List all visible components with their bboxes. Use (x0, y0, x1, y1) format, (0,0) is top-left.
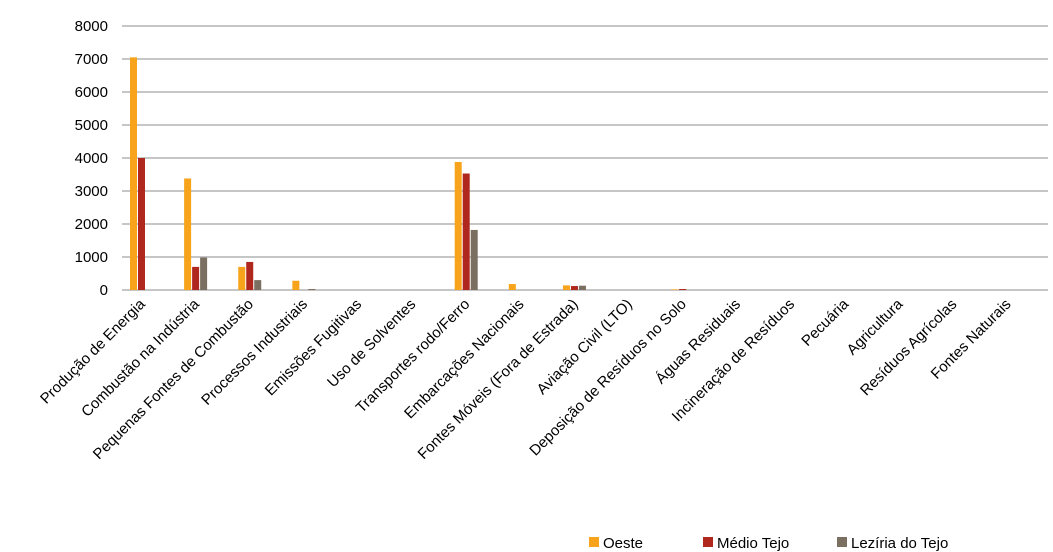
bar (470, 229, 478, 290)
y-tick-label: 1000 (75, 249, 108, 266)
legend-swatch (703, 537, 713, 547)
category-label: Resíduos Agrícolas (857, 296, 960, 399)
series-2 (200, 229, 586, 290)
bar (184, 178, 192, 290)
y-tick-label: 3000 (75, 183, 108, 200)
legend-item: Oeste (589, 535, 643, 552)
bar (578, 285, 586, 290)
bar (679, 289, 687, 290)
y-tick-label: 0 (100, 282, 108, 299)
category-label: Pecuária (798, 295, 852, 349)
bar (238, 266, 246, 290)
legend: Oeste Médio Tejo Lezíria do Tejo (589, 535, 948, 552)
bar (254, 280, 262, 290)
bar (570, 286, 578, 290)
bar (292, 280, 300, 290)
category-label: Processos Industriais (198, 296, 311, 409)
bar (308, 289, 316, 290)
y-tick-label: 8000 (75, 18, 108, 35)
category-label: Emissões Fugitivas (262, 296, 365, 399)
bar (671, 289, 679, 290)
legend-label: Médio Tejo (717, 535, 789, 552)
legend-label: Lezíria do Tejo (851, 535, 948, 552)
y-tick-label: 6000 (75, 84, 108, 101)
y-axis-ticks: 0 1000 2000 3000 4000 5000 6000 7000 8000 (75, 18, 108, 299)
legend-swatch (837, 537, 847, 547)
bar (462, 173, 470, 290)
y-tick-label: 2000 (75, 216, 108, 233)
legend-item: Lezíria do Tejo (837, 535, 948, 552)
y-tick-label: 5000 (75, 117, 108, 134)
bar (138, 158, 145, 290)
series-0 (130, 57, 679, 290)
bar (246, 261, 254, 290)
category-label: Produção de Energia (37, 295, 149, 407)
bar (130, 57, 137, 290)
bars (130, 57, 687, 290)
bar (192, 266, 200, 290)
legend-item: Médio Tejo (703, 535, 789, 552)
gridlines (122, 25, 1048, 291)
category-label: Aviação Civil (LTO) (534, 296, 636, 398)
bar (562, 285, 570, 290)
bar (200, 257, 208, 290)
legend-swatch (589, 537, 599, 547)
bar (454, 161, 462, 290)
legend-label: Oeste (603, 535, 643, 552)
y-tick-label: 4000 (75, 150, 108, 167)
bar (508, 284, 516, 290)
y-tick-label: 7000 (75, 51, 108, 68)
series-1 (138, 158, 687, 290)
